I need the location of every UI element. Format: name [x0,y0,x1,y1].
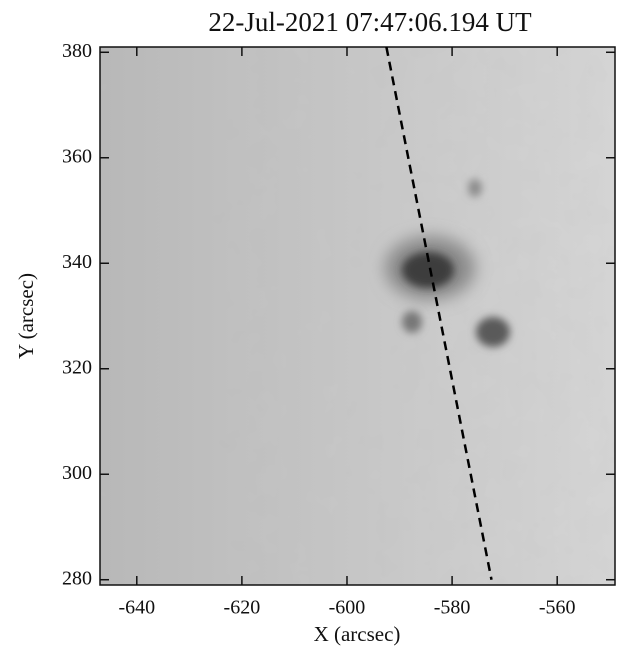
plot-frame [99,46,616,586]
y-tick-label: 340 [62,251,92,273]
y-tick-label: 360 [62,145,92,167]
y-tick-label: 300 [62,462,92,484]
x-tick-label: -620 [224,597,261,619]
chart-title: 22-Jul-2021 07:47:06.194 UT [208,7,532,37]
sunspot [476,317,510,347]
y-tick-label: 320 [62,356,92,378]
y-tick-label: 280 [62,567,92,589]
pore [468,179,482,197]
pore [402,311,422,333]
sunspot [402,252,454,288]
image-texture [100,47,615,585]
x-tick-label: -580 [434,597,471,619]
slit-line [385,46,493,580]
solar-image [100,47,615,585]
x-tick-label: -640 [118,597,155,619]
x-tick-label: -600 [329,597,366,619]
y-axis-label: Y (arcsec) [14,273,38,359]
x-axis-label: X (arcsec) [314,622,401,646]
y-tick-label: 380 [62,40,92,62]
x-tick-label: -560 [539,597,576,619]
